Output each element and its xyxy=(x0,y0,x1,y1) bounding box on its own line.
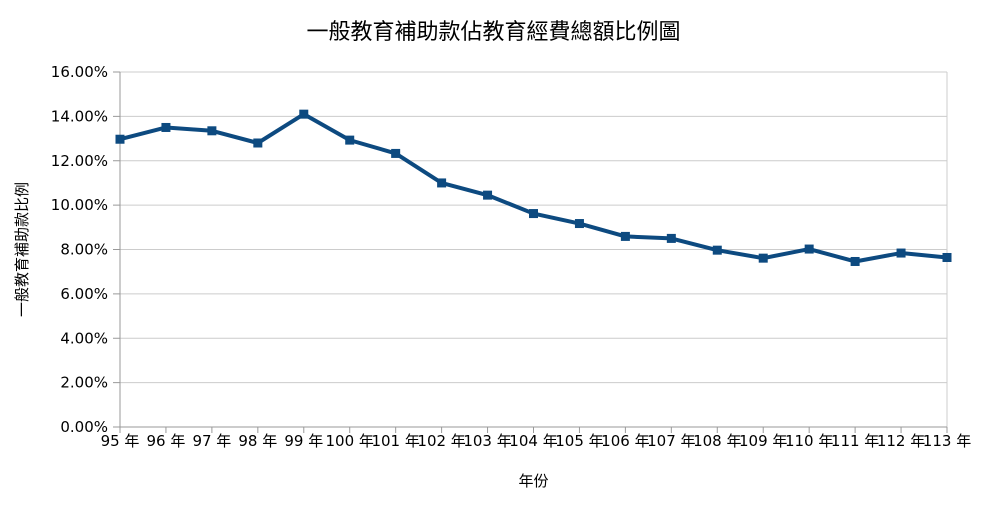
x-tick-label: 105 年 xyxy=(555,432,603,450)
y-tick-label: 16.00% xyxy=(51,63,108,81)
x-tick-label: 98 年 xyxy=(238,432,277,450)
x-tick-label: 111 年 xyxy=(831,432,879,450)
data-point xyxy=(620,231,630,241)
data-point xyxy=(483,190,493,200)
y-tick-label: 8.00% xyxy=(60,241,108,259)
data-point xyxy=(345,135,355,145)
x-tick-label: 97 年 xyxy=(192,432,231,450)
data-point xyxy=(161,122,171,132)
data-point xyxy=(804,244,814,254)
x-tick-label: 100 年 xyxy=(326,432,374,450)
x-tick-label: 109 年 xyxy=(739,432,787,450)
y-tick-label: 12.00% xyxy=(51,152,108,170)
x-tick-label: 110 年 xyxy=(785,432,833,450)
x-tick-label: 101 年 xyxy=(371,432,419,450)
y-axis-title: 一般教育補助款比例 xyxy=(13,182,31,317)
data-point xyxy=(896,248,906,258)
data-point xyxy=(529,209,538,219)
x-tick-label: 102 年 xyxy=(417,432,465,450)
x-tick-label: 104 年 xyxy=(509,432,557,450)
data-point xyxy=(758,253,768,263)
chart-title: 一般教育補助款佔教育經費總額比例圖 xyxy=(306,20,681,45)
y-tick-label: 0.00% xyxy=(60,418,108,436)
x-tick-label: 106 年 xyxy=(601,432,649,450)
x-axis-title: 年份 xyxy=(518,472,548,490)
x-tick-label: 112 年 xyxy=(877,432,925,450)
x-tick-label: 108 年 xyxy=(693,432,741,450)
y-tick-label: 2.00% xyxy=(60,374,108,392)
x-tick-label: 95 年 xyxy=(101,432,140,450)
data-point xyxy=(207,126,217,136)
y-tick-label: 6.00% xyxy=(60,285,108,303)
x-tick-label: 103 年 xyxy=(463,432,511,450)
data-point xyxy=(437,178,447,188)
data-point xyxy=(391,148,401,158)
data-point xyxy=(299,109,309,119)
x-tick-label: 113 年 xyxy=(923,432,971,450)
data-point xyxy=(253,138,263,148)
data-line xyxy=(118,112,949,264)
x-tick-label: 96 年 xyxy=(147,432,186,450)
x-tick-label: 107 年 xyxy=(647,432,695,450)
data-point xyxy=(942,252,952,262)
data-point xyxy=(850,256,860,266)
y-tick-label: 4.00% xyxy=(60,329,108,347)
data-point xyxy=(574,219,584,229)
data-point xyxy=(115,134,125,144)
data-point xyxy=(712,245,722,255)
data-point xyxy=(666,233,676,243)
y-tick-label: 10.00% xyxy=(51,196,108,214)
x-tick-label: 99 年 xyxy=(284,432,323,450)
y-tick-label: 14.00% xyxy=(51,107,108,125)
